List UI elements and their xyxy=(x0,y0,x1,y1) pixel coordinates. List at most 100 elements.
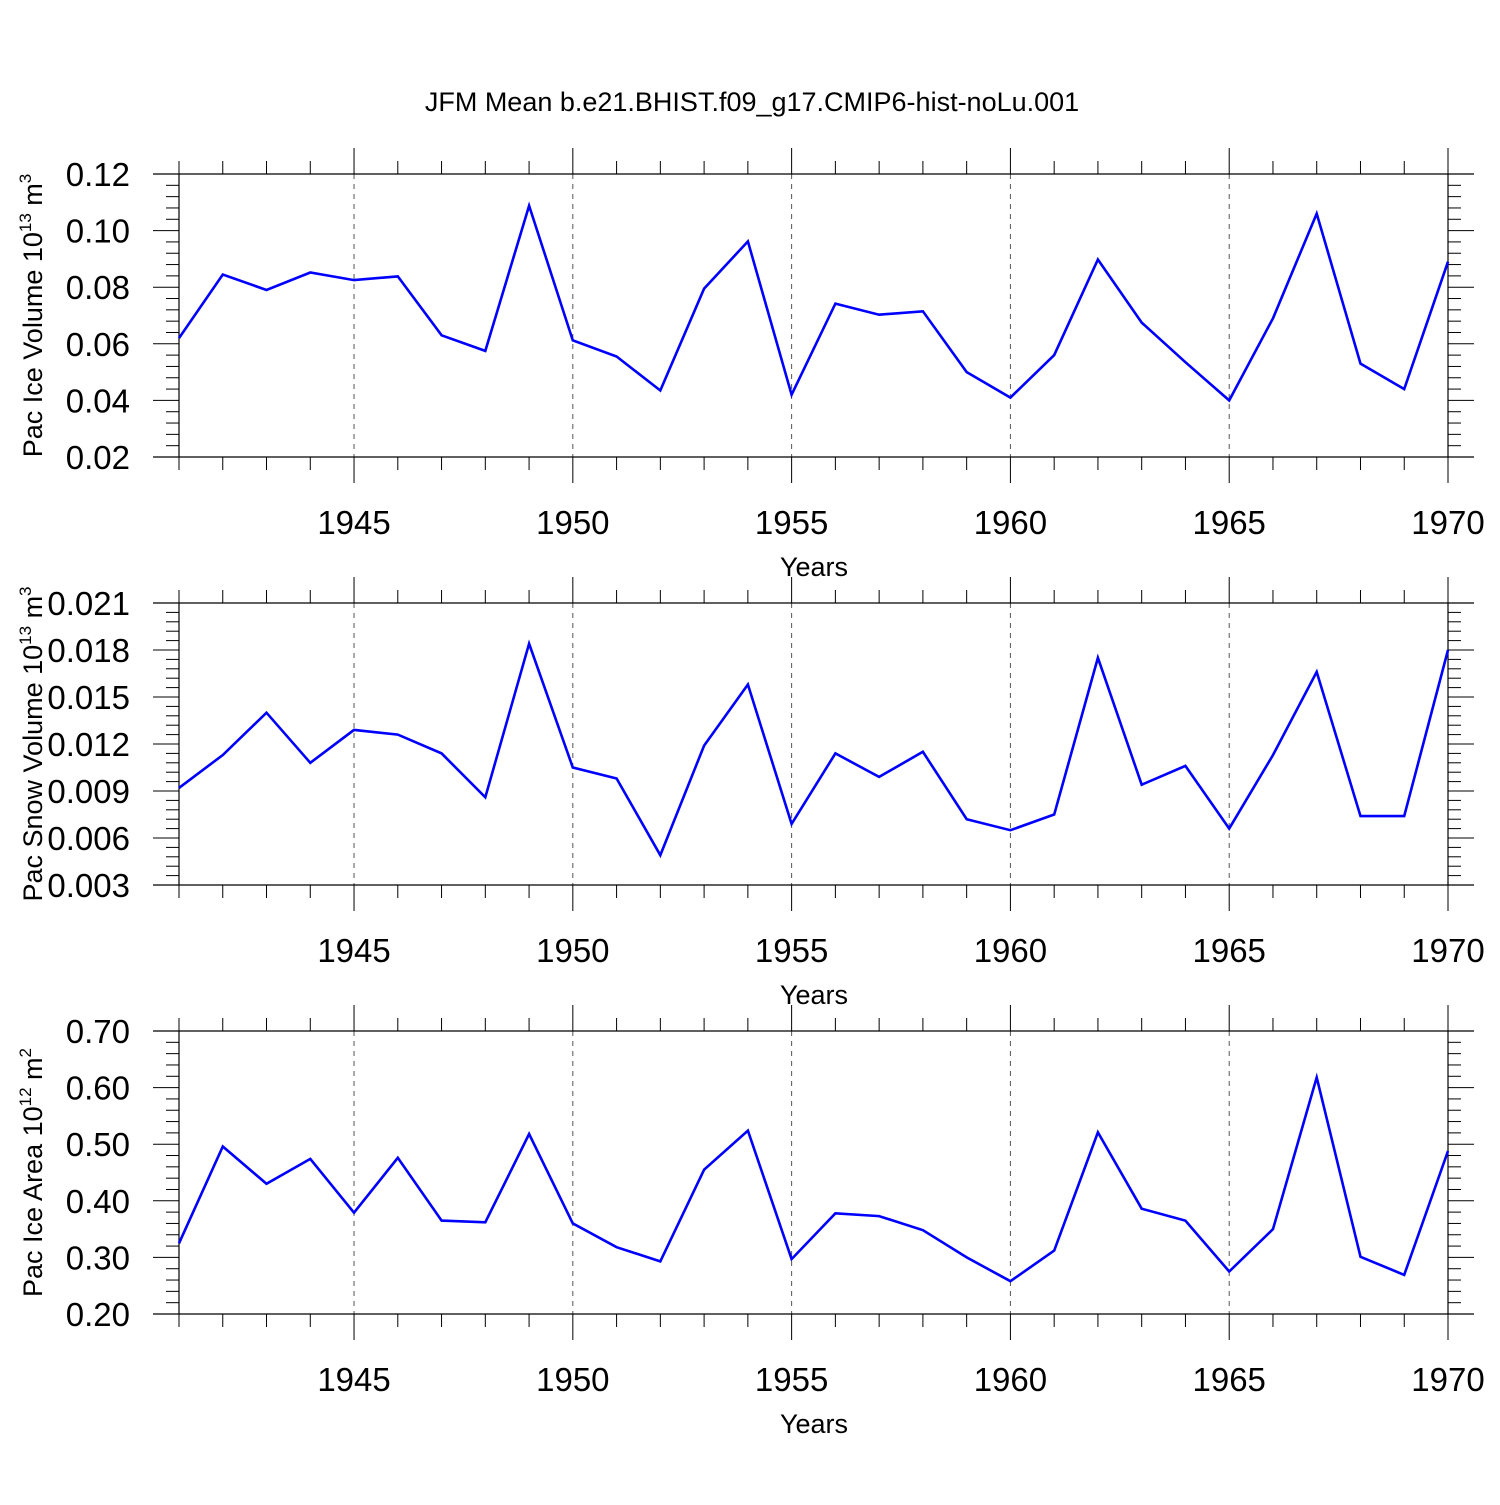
data-point xyxy=(265,1182,269,1186)
y-tick-label: 0.08 xyxy=(66,269,130,306)
y-tick-label: 0.04 xyxy=(66,382,130,419)
data-point xyxy=(1402,387,1406,391)
data-point xyxy=(1052,1249,1056,1253)
data-point xyxy=(658,853,662,857)
y-tick-label: 0.006 xyxy=(47,820,130,857)
data-point xyxy=(921,309,925,313)
data-point xyxy=(483,349,487,353)
x-tick-label: 1945 xyxy=(317,1361,390,1398)
y-tick-label: 0.12 xyxy=(66,156,130,193)
data-point xyxy=(1446,1149,1450,1153)
data-point xyxy=(265,288,269,292)
panel-2: 0.003 0.006 0.009 0.012 0.015 0.018 0.021 1945 1… xyxy=(16,577,1485,1010)
data-point xyxy=(1446,260,1450,264)
data-point xyxy=(177,336,181,340)
data-point xyxy=(1008,396,1012,400)
y-tick-label: 0.50 xyxy=(66,1126,130,1163)
y-tick-label: 0.06 xyxy=(66,326,130,363)
y-tick-label: 0.40 xyxy=(66,1183,130,1220)
y-tick-label: 0.02 xyxy=(66,439,130,476)
data-point xyxy=(265,711,269,715)
data-point xyxy=(1140,783,1144,787)
data-point xyxy=(877,775,881,779)
data-point xyxy=(1358,814,1362,818)
data-point xyxy=(571,766,575,770)
data-point xyxy=(1052,813,1056,817)
data-point xyxy=(352,1211,356,1215)
data-point xyxy=(833,302,837,306)
data-point xyxy=(571,338,575,342)
data-point xyxy=(746,1129,750,1133)
data-point xyxy=(1140,321,1144,325)
data-point xyxy=(1008,828,1012,832)
data-point xyxy=(615,776,619,780)
data-point xyxy=(1096,656,1100,660)
y-tick-label: 0.018 xyxy=(47,632,130,669)
data-point xyxy=(221,1144,225,1148)
x-axis-label: Years xyxy=(780,1409,848,1439)
data-point xyxy=(965,1255,969,1259)
data-point xyxy=(658,388,662,392)
data-point xyxy=(1183,764,1187,768)
x-tick-label: 1960 xyxy=(974,504,1047,541)
data-point xyxy=(833,751,837,755)
data-point xyxy=(308,761,312,765)
data-point xyxy=(877,1214,881,1218)
data-point xyxy=(790,1257,794,1261)
data-point xyxy=(177,786,181,790)
data-point xyxy=(1271,1227,1275,1231)
x-tick-label: 1950 xyxy=(536,932,609,969)
y-tick-label: 0.021 xyxy=(47,585,130,622)
data-point xyxy=(440,751,444,755)
data-point xyxy=(571,1221,575,1225)
y-tick-label: 0.009 xyxy=(47,773,130,810)
data-point xyxy=(527,204,531,208)
x-tick-label: 1965 xyxy=(1192,1361,1265,1398)
x-axis-label: Years xyxy=(780,552,848,582)
data-point xyxy=(1446,648,1450,652)
data-point xyxy=(177,1241,181,1245)
data-point xyxy=(658,1259,662,1263)
x-tick-label: 1970 xyxy=(1411,1361,1484,1398)
data-point xyxy=(1008,1279,1012,1283)
x-tick-label: 1955 xyxy=(755,932,828,969)
panel-3: 0.20 0.30 0.40 0.50 0.60 0.70 1945 1950 1955 1960… xyxy=(16,1005,1485,1439)
data-point xyxy=(790,822,794,826)
data-point xyxy=(440,1219,444,1223)
data-point xyxy=(396,733,400,737)
data-point xyxy=(1271,316,1275,320)
data-point xyxy=(1315,212,1319,216)
x-tick-label: 1955 xyxy=(755,1361,828,1398)
x-tick-label: 1965 xyxy=(1192,504,1265,541)
y-tick-label: 0.015 xyxy=(47,679,130,716)
x-tick-label: 1965 xyxy=(1192,932,1265,969)
data-point xyxy=(702,744,706,748)
data-point xyxy=(877,313,881,317)
series-line xyxy=(177,1072,1450,1283)
data-point xyxy=(308,1157,312,1161)
data-point xyxy=(1315,1075,1319,1079)
data-point xyxy=(221,753,225,757)
data-point xyxy=(965,370,969,374)
x-tick-label: 1950 xyxy=(536,504,609,541)
y-tick-label: 0.003 xyxy=(47,867,130,904)
y-axis-label: Pac Ice Area 1012 m2 xyxy=(16,1048,48,1297)
data-point xyxy=(615,355,619,359)
data-point xyxy=(746,682,750,686)
y-tick-label: 0.10 xyxy=(66,213,130,250)
data-point xyxy=(1315,670,1319,674)
data-point xyxy=(921,750,925,754)
data-point xyxy=(483,1220,487,1224)
panel-1: 0.02 0.04 0.06 0.08 0.10 0.12 1945 1950 1955 1960… xyxy=(16,148,1485,582)
y-tick-label: 0.60 xyxy=(66,1070,130,1107)
data-point xyxy=(1183,360,1187,364)
x-tick-label: 1970 xyxy=(1411,932,1484,969)
data-point xyxy=(615,1245,619,1249)
x-tick-label: 1970 xyxy=(1411,504,1484,541)
data-point xyxy=(1402,1273,1406,1277)
data-point xyxy=(1271,753,1275,757)
x-tick-label: 1945 xyxy=(317,504,390,541)
data-point xyxy=(1402,814,1406,818)
data-point xyxy=(308,270,312,274)
